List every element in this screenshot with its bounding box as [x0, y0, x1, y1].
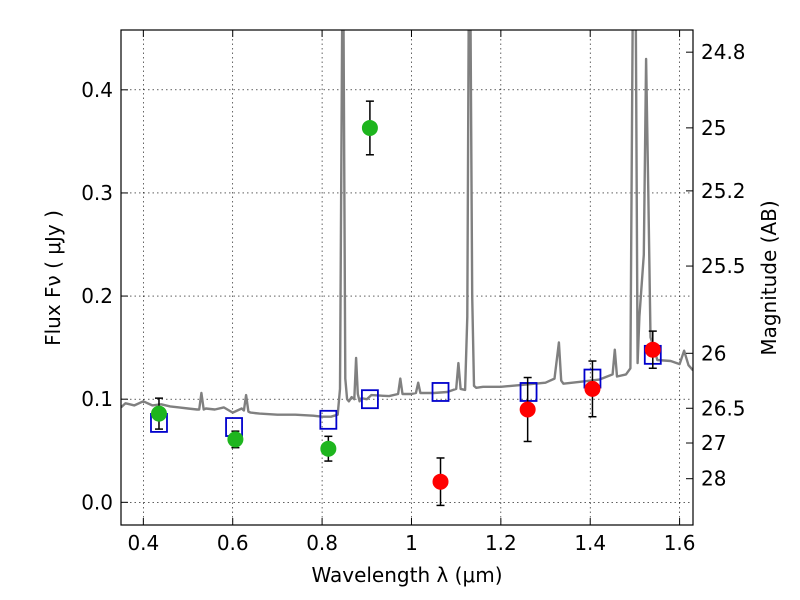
y-tick-label: 0.3: [81, 181, 113, 205]
model-square: [431, 382, 450, 402]
model-square: [519, 382, 538, 402]
y-axis-label: Flux Fν ( μJy ): [41, 210, 65, 346]
x-tick-label: 1.4: [574, 531, 606, 555]
plot-area: [121, 30, 693, 525]
y-tick-label: 0.2: [81, 284, 113, 308]
y2-tick-label: 26.5: [701, 396, 746, 420]
x-tick-label: 1.6: [664, 531, 696, 555]
spectrum-line: [121, 30, 693, 418]
red-data-point: [519, 401, 536, 418]
green-data-point: [227, 431, 244, 448]
grid: [121, 30, 693, 525]
model-square: [319, 409, 338, 430]
y-tick-label: 0.0: [81, 490, 113, 514]
red-data-point: [644, 341, 661, 358]
green-data-point: [361, 119, 378, 136]
y-tick-label: 0.1: [81, 387, 113, 411]
y2-tick-label: 28: [701, 467, 726, 491]
x-tick-label: 0.4: [127, 531, 159, 555]
y2-tick-label: 27: [701, 431, 726, 455]
ticks: 0.4 0.6 0.8 1 1.2 1.4 1.6 0.0 0.1 0.2 0.3 0.4 24.8 25…: [81, 30, 746, 555]
y2-tick-label: 25.5: [701, 254, 746, 278]
red-data-point: [432, 473, 449, 490]
x-axis-label: Wavelength λ (μm): [311, 563, 502, 587]
red-data-point: [584, 380, 601, 397]
y2-tick-label: 25: [701, 116, 726, 140]
x-tick-label: 0.6: [217, 531, 249, 555]
y2-tick-label: 25.2: [701, 179, 746, 203]
y2-axis-label: Magnitude (AB): [757, 200, 781, 355]
series-layer: [121, 30, 693, 507]
green-data-point: [320, 440, 337, 457]
green-data-point: [150, 405, 167, 422]
x-tick-label: 1.2: [485, 531, 517, 555]
x-tick-label: 0.8: [306, 531, 338, 555]
y-tick-label: 0.4: [81, 78, 113, 102]
model-square: [361, 389, 379, 410]
plot-frame: [120, 29, 694, 526]
y2-tick-label: 24.8: [701, 40, 746, 64]
x-tick-label: 1: [405, 531, 418, 555]
y2-tick-label: 26: [701, 341, 726, 365]
